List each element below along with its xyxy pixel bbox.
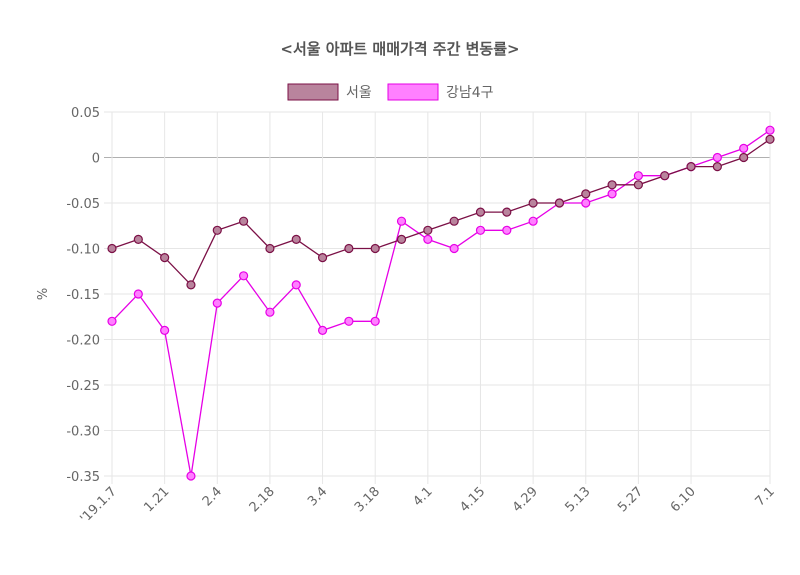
y-tick-label: 0 [92,152,100,167]
x-axis-ticks: '19.1.7 1.21 2.4 2.18 3.4 3.18 4.1 4.15 4.29 5.13… [77,484,777,526]
legend-swatch-seoul [287,83,339,101]
series-line [111,129,771,477]
data-point[interactable] [581,198,591,208]
chart-title: <서울 아파트 매매가격 주간 변동률> [280,40,519,58]
data-point[interactable] [739,143,749,153]
data-point[interactable] [133,289,143,299]
data-point[interactable] [186,471,196,481]
data-point[interactable] [317,253,328,263]
legend-label-gangnam4: 강남4구 [446,85,494,101]
y-tick-label: -0.15 [66,288,100,303]
x-tick-label: 7.1 [753,484,778,509]
grid [104,111,771,484]
data-point[interactable] [449,216,459,226]
x-tick-label: 5.27 [615,484,646,515]
data-point[interactable] [475,207,486,217]
y-tick-label: -0.10 [66,243,100,258]
data-point[interactable] [528,216,538,226]
data-point[interactable] [712,152,722,163]
data-point[interactable] [370,243,380,254]
data-point[interactable] [370,316,380,326]
legend: 서울 강남4구 [287,83,494,101]
data-point[interactable] [265,243,275,254]
x-tick-label: 3.18 [352,484,383,515]
legend-label-seoul: 서울 [346,85,372,101]
data-point[interactable] [423,234,433,244]
data-point[interactable] [291,234,301,244]
x-tick-label: 4.29 [510,484,541,515]
data-point[interactable] [265,307,275,317]
data-point[interactable] [660,171,670,181]
data-point[interactable] [502,225,512,235]
x-tick-label: 2.4 [200,484,225,509]
legend-item-gangnam4[interactable]: 강남4구 [387,83,494,101]
y-tick-label: -0.20 [66,334,100,349]
legend-swatch-gangnam4 [387,83,439,101]
data-point[interactable] [607,189,617,199]
data-point[interactable] [212,298,222,308]
data-point[interactable] [528,198,538,208]
data-point[interactable] [133,234,143,244]
y-tick-label: 0.05 [71,106,100,121]
data-point[interactable] [423,225,433,235]
data-point[interactable] [160,325,170,335]
data-point[interactable] [686,162,696,172]
data-point[interactable] [449,243,459,254]
y-axis-ticks: 0.05 0 -0.05 -0.10 -0.15 -0.20 -0.25 -0.30 -0.35 [66,106,100,485]
data-point[interactable] [396,216,407,226]
x-tick-label: 3.4 [305,484,330,509]
data-point[interactable] [581,189,591,199]
data-point[interactable] [212,225,222,235]
y-tick-label: -0.35 [66,470,100,485]
data-point[interactable] [344,316,354,326]
y-tick-label: -0.25 [66,379,100,394]
x-tick-label: 2.18 [247,484,278,515]
data-point[interactable] [554,198,565,208]
data-point[interactable] [239,216,249,226]
data-point[interactable] [107,316,117,326]
y-tick-label: -0.05 [66,197,100,212]
y-tick-label: -0.30 [66,425,100,440]
data-point[interactable] [291,280,301,290]
data-point[interactable] [607,180,617,190]
data-point[interactable] [344,243,354,254]
series [107,125,775,481]
data-point[interactable] [239,271,249,281]
data-point[interactable] [633,171,644,181]
data-point[interactable] [475,225,486,235]
data-point[interactable] [317,325,328,335]
series-line [111,138,771,287]
data-point[interactable] [712,162,722,172]
x-tick-label: 5.13 [563,484,594,515]
x-tick-label: 6.10 [668,484,699,515]
data-point[interactable] [765,134,775,144]
data-point[interactable] [160,253,170,263]
x-tick-label: 4.1 [410,484,435,509]
data-point[interactable] [396,234,407,244]
data-point[interactable] [186,280,196,290]
x-tick-label: '19.1.7 [77,484,119,526]
data-point[interactable] [633,180,644,190]
legend-item-seoul[interactable]: 서울 [287,83,372,101]
data-point[interactable] [107,243,117,254]
data-point[interactable] [765,125,775,135]
x-tick-label: 4.15 [457,484,488,515]
data-point[interactable] [502,207,512,217]
x-tick-label: 1.21 [141,484,172,515]
data-point[interactable] [739,152,749,163]
y-axis-title: % [36,288,51,300]
